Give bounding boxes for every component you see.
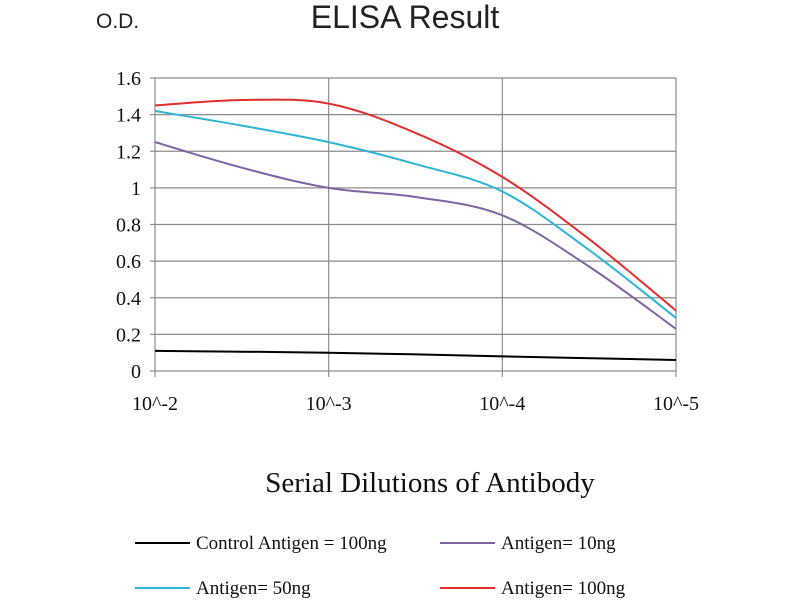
legend-label: Antigen= 50ng (196, 578, 311, 599)
legend: Control Antigen = 100ng Antigen= 10ng Anti… (135, 533, 626, 599)
series-line (154, 98, 677, 312)
y-tick-label: 0.4 (116, 288, 141, 310)
plot-grid (150, 77, 677, 377)
x-tick-label: 10^-5 (653, 393, 699, 415)
y-tick-label: 0 (131, 361, 141, 383)
y-tick-label: 1.6 (116, 68, 141, 90)
chart-title: ELISA Result (311, 0, 500, 35)
y-tick-label: 0.2 (116, 324, 141, 346)
y-axis-label: O.D. (96, 10, 139, 33)
y-tick-label: 1.4 (116, 105, 141, 127)
y-tick-label: 1.2 (116, 141, 141, 163)
legend-label: Control Antigen = 100ng (196, 533, 387, 554)
series-line (154, 349, 677, 361)
x-tick-label: 10^-3 (306, 393, 352, 415)
x-axis-label: Serial Dilutions of Antibody (265, 467, 595, 499)
series-lines (154, 98, 677, 361)
series-line (154, 110, 677, 319)
legend-label: Antigen= 100ng (501, 578, 626, 599)
x-tick-label: 10^-4 (479, 393, 525, 415)
y-tick-labels: 0 0.2 0.4 0.6 0.8 1 1.2 1.4 1.6 (116, 68, 141, 383)
y-tick-label: 0.6 (116, 251, 141, 273)
x-tick-label: 10^-2 (132, 393, 178, 415)
series-line (154, 141, 677, 330)
y-tick-label: 1 (131, 178, 141, 200)
y-tick-label: 0.8 (116, 215, 141, 237)
legend-label: Antigen= 10ng (501, 533, 616, 554)
x-tick-labels: 10^-2 10^-3 10^-4 10^-5 (132, 393, 699, 415)
